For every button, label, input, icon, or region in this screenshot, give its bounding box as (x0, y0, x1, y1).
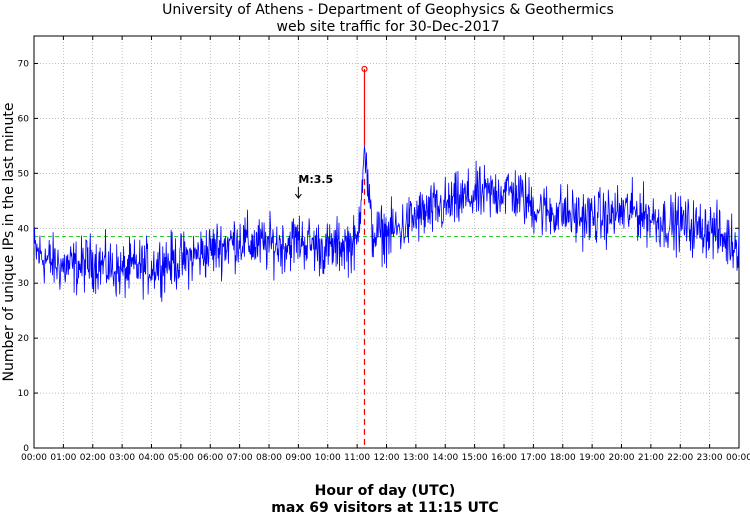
x-tick-label: 11:00 (344, 453, 370, 463)
x-tick-label: 12:00 (374, 453, 400, 463)
x-tick-label: 14:00 (432, 453, 458, 463)
grid-lines (34, 36, 739, 448)
x-tick-label: 06:00 (197, 453, 223, 463)
max-marker (361, 65, 368, 73)
annotation-arrow (294, 187, 302, 199)
y-tick-label: 60 (18, 114, 30, 124)
annotation-label: M:3.5 (298, 173, 333, 186)
x-axis-label: Hour of day (UTC) (315, 483, 456, 499)
x-tick-label: 07:00 (227, 453, 253, 463)
y-tick-label: 30 (18, 279, 30, 289)
x-tick-label: 22:00 (667, 453, 693, 463)
y-axis-ticks: 0 10 20 30 40 50 60 70 (18, 59, 739, 454)
x-tick-label: 00:00 (726, 453, 750, 463)
x-tick-label: 18:00 (550, 453, 576, 463)
x-tick-label: 05:00 (168, 453, 194, 463)
max-visitors-note: max 69 visitors at 11:15 UTC (271, 500, 498, 515)
x-tick-label: 23:00 (697, 453, 723, 463)
x-tick-label: 17:00 (520, 453, 546, 463)
chart-subtitle: web site traffic for 30-Dec-2017 (277, 19, 500, 35)
x-tick-label: 04:00 (139, 453, 165, 463)
x-tick-label: 16:00 (491, 453, 517, 463)
chart-title: University of Athens - Department of Geo… (162, 2, 614, 18)
x-tick-label: 13:00 (403, 453, 429, 463)
x-tick-label: 19:00 (579, 453, 605, 463)
x-tick-label: 02:00 (80, 453, 106, 463)
y-tick-label: 20 (18, 334, 30, 344)
y-tick-label: 70 (18, 59, 30, 69)
x-tick-label: 08:00 (256, 453, 282, 463)
x-tick-label: 09:00 (285, 453, 311, 463)
x-tick-label: 15:00 (462, 453, 488, 463)
x-tick-label: 20:00 (609, 453, 635, 463)
x-axis-ticks: 00:00 01:00 02:00 03:00 04:00 05:00 06:00 07:00… (21, 36, 750, 463)
x-tick-label: 00:00 (21, 453, 47, 463)
y-tick-label: 0 (23, 444, 29, 454)
x-tick-label: 03:00 (109, 453, 135, 463)
x-tick-label: 01:00 (50, 453, 76, 463)
series-line (33, 145, 740, 302)
y-tick-label: 50 (18, 169, 30, 179)
x-tick-label: 21:00 (638, 453, 664, 463)
x-tick-label: 10:00 (315, 453, 341, 463)
y-axis-label: Number of unique IPs in the last minute (1, 103, 17, 382)
y-tick-label: 10 (18, 389, 30, 399)
y-tick-label: 40 (18, 224, 30, 234)
